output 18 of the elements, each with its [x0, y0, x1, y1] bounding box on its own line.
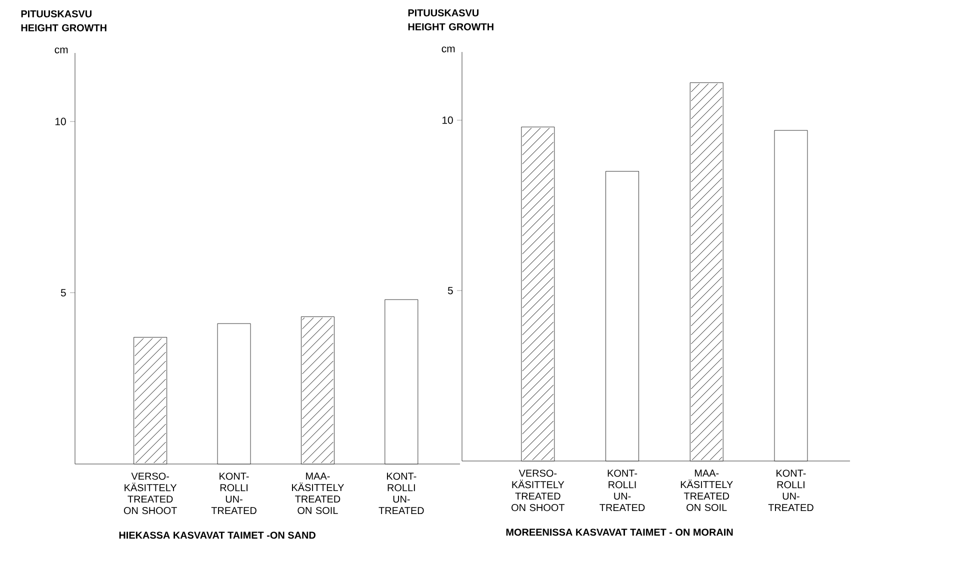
x-tick-label: KONT- ROLLI UN- TREATED — [211, 472, 256, 514]
y-tick-label: 10 — [55, 118, 66, 126]
x-axis-title: MOREENISSA KASVAVAT TAIMET - ON MORAIN — [506, 528, 733, 536]
x-tick-label: VERSO- KÄSITTELY TREATED ON SHOOT — [124, 472, 177, 514]
x-axis-title: HIEKASSA KASVAVAT TAIMET -ON SAND — [119, 532, 316, 539]
y-axis-title: cm — [442, 46, 455, 52]
y-tick-label: 5 — [448, 286, 453, 294]
x-tick-label: KONT- ROLLI UN- TREATED — [600, 470, 645, 512]
x-tick-label: MAA- KÄSITTELY TREATED ON SOIL — [292, 472, 344, 514]
x-tick-label: KONT- ROLLI UN- TREATED — [768, 470, 814, 512]
y-tick-label: 10 — [442, 116, 453, 124]
chart-title: PITUUSKASVU HEIGHT GROWTH — [408, 9, 494, 30]
x-tick-label: VERSO- KÄSITTELY TREATED ON SHOOT — [512, 470, 565, 512]
y-tick-label: 5 — [60, 289, 66, 296]
x-tick-label: KONT- ROLLI UN- TREATED — [378, 472, 424, 514]
x-tick-label: MAA- KÄSITTELY TREATED ON SOIL — [680, 470, 733, 512]
y-axis-title: cm — [54, 48, 68, 54]
chart-title: PITUUSKASVU HEIGHT GROWTH — [21, 10, 106, 32]
